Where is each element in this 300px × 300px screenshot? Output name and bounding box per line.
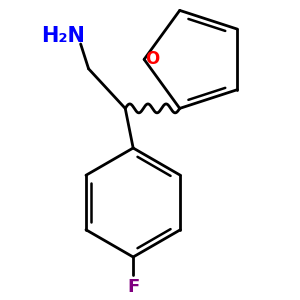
Text: F: F bbox=[127, 278, 139, 296]
Text: H₂N: H₂N bbox=[41, 26, 85, 46]
Text: O: O bbox=[145, 50, 159, 68]
